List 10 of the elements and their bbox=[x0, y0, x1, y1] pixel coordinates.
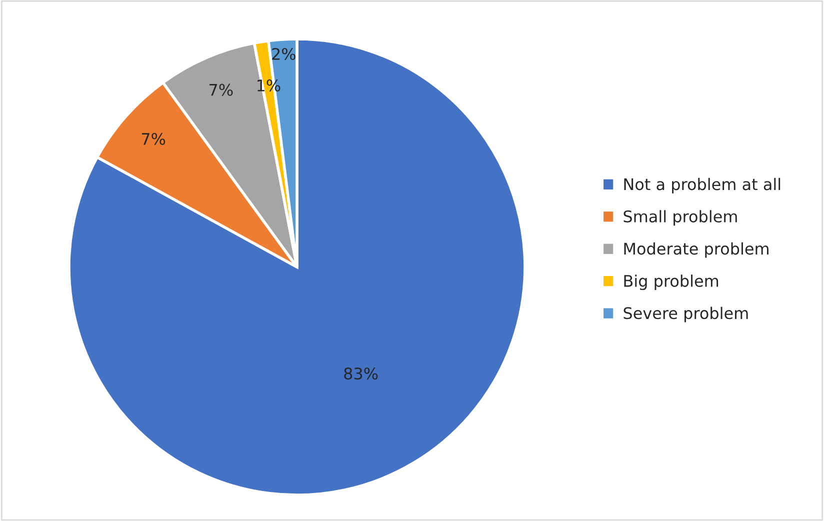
data-label: 83% bbox=[344, 368, 378, 380]
legend-label: Severe problem bbox=[624, 306, 748, 322]
legend-label: Big problem bbox=[624, 274, 718, 290]
legend-label: Moderate problem bbox=[624, 242, 768, 258]
legend-label: Small problem bbox=[624, 210, 737, 226]
legend-label: Not a problem at all bbox=[624, 178, 780, 194]
data-label: 7% bbox=[210, 84, 233, 96]
data-label: 1% bbox=[258, 79, 280, 92]
data-label: 7% bbox=[142, 132, 166, 145]
data-label: 2% bbox=[272, 48, 296, 60]
